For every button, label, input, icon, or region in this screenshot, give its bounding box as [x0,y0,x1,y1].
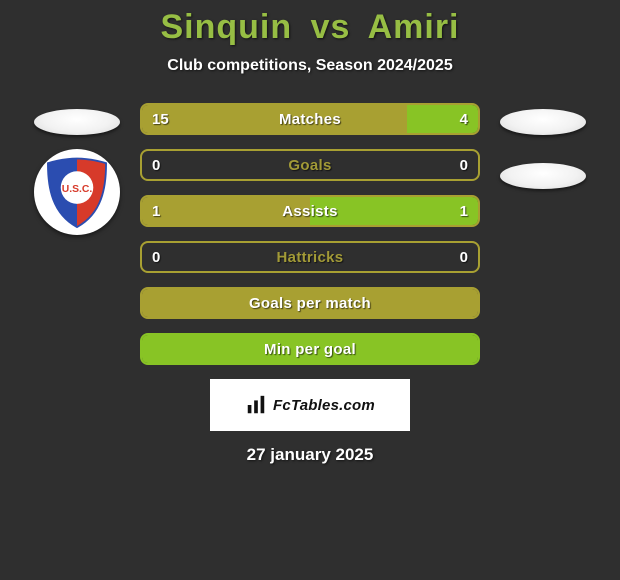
left-club-badge: U.S.C. [34,149,120,235]
stat-bars: 154Matches 00Goals 11Assists 00Hattricks Goa… [140,103,480,365]
page-title: Sinquin vs Amiri [0,8,620,47]
stat-label: Goals per match [142,295,478,312]
left-side: U.S.C. [32,103,122,235]
stat-label: Matches [142,111,478,128]
player2-name: Amiri [368,8,460,46]
stat-bar: 154Matches [140,103,480,135]
right-side [498,103,588,189]
player1-name: Sinquin [160,8,292,46]
stat-bar: Goals per match [140,287,480,319]
shield-icon: U.S.C. [40,155,114,229]
vs-label: vs [311,8,351,46]
brand-box: FcTables.com [210,379,410,431]
stat-bar: Min per goal [140,333,480,365]
stat-label: Min per goal [142,341,478,358]
left-ellipse [34,109,120,135]
stat-bar: 11Assists [140,195,480,227]
stat-bar: 00Hattricks [140,241,480,273]
stat-label: Goals [142,157,478,174]
subtitle: Club competitions, Season 2024/2025 [0,57,620,75]
date-label: 27 january 2025 [0,445,620,465]
content-row: U.S.C. 154Matches 00Goals 11Assists 00Hattr… [0,103,620,365]
stat-label: Hattricks [142,249,478,266]
root: Sinquin vs Amiri Club competitions, Seas… [0,0,620,465]
stat-bar: 00Goals [140,149,480,181]
stat-label: Assists [142,203,478,220]
chart-icon [245,394,267,416]
right-ellipse-2 [500,163,586,189]
svg-text:U.S.C.: U.S.C. [62,184,93,195]
brand-label: FcTables.com [273,397,375,414]
right-ellipse-1 [500,109,586,135]
